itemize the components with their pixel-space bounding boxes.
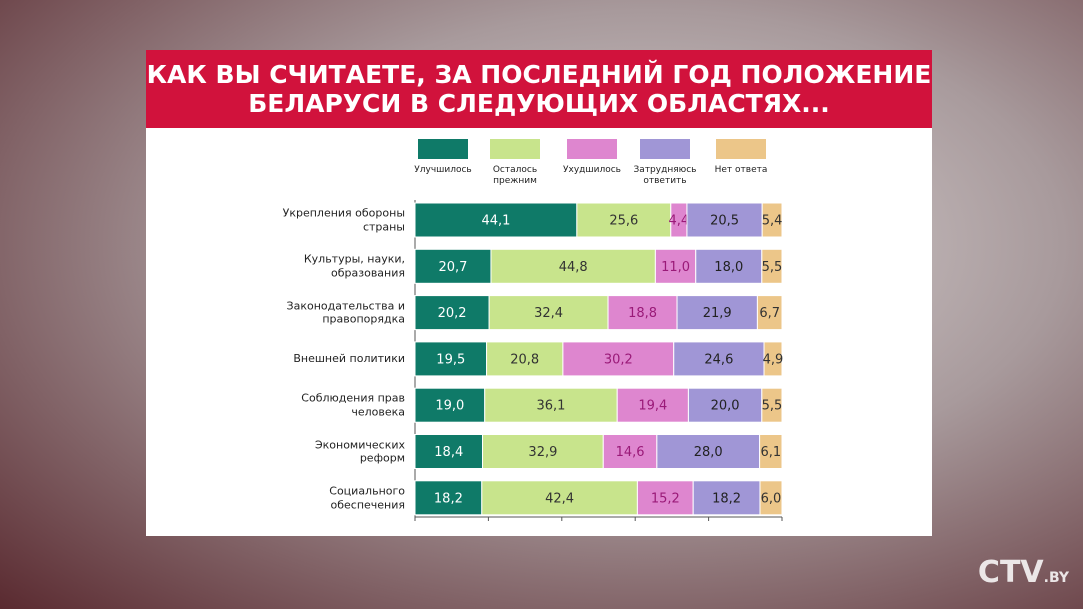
value-label: 18,2 [712, 491, 741, 506]
value-label: 44,8 [559, 260, 588, 275]
value-label: 14,6 [616, 445, 645, 460]
value-label: 11,0 [661, 260, 690, 275]
value-label: 42,4 [545, 491, 574, 506]
bar-segment [486, 341, 564, 377]
value-label: 20,8 [510, 352, 539, 367]
value-label: 6,7 [759, 306, 780, 321]
value-label: 5,5 [762, 260, 783, 275]
value-label: 32,4 [534, 306, 563, 321]
value-label: 24,6 [704, 352, 733, 367]
bar-segment [676, 295, 758, 331]
value-label: 19,4 [638, 399, 667, 414]
bar-segment [562, 341, 675, 377]
legend-swatch [640, 139, 690, 159]
bar-segment [414, 202, 578, 238]
legend-label: Осталось прежним [492, 165, 538, 187]
legend-label: Улучшилось [414, 165, 472, 175]
bar-segment [576, 202, 672, 238]
value-label: 20,2 [438, 306, 467, 321]
category-label: Законодательства и правопорядка [286, 298, 405, 326]
value-label: 25,6 [609, 214, 638, 229]
value-label: 18,0 [714, 260, 743, 275]
legend-swatch [418, 139, 468, 159]
bar-segment [414, 480, 483, 516]
bar-segment [761, 248, 783, 284]
legend-label: Затрудняюсь ответить [633, 165, 697, 187]
legend-swatch [567, 139, 617, 159]
bar-segment [602, 434, 658, 469]
value-label: 5,5 [762, 399, 783, 414]
legend-label: Нет ответа [714, 165, 768, 175]
bar-segment [686, 202, 763, 238]
bar-segment [414, 248, 492, 284]
category-label: Укрепления обороны страны [282, 206, 405, 233]
value-label: 21,9 [703, 306, 732, 321]
value-label: 20,5 [710, 214, 739, 229]
category-label: Социального обеспечения [329, 484, 405, 511]
value-label: 20,7 [439, 260, 468, 275]
category-label: Внешней политики [293, 352, 405, 366]
bar-segment [636, 480, 694, 516]
bar-segment [763, 341, 783, 377]
category-label: Соблюдения прав человека [301, 391, 405, 419]
value-label: 28,0 [694, 445, 723, 460]
value-label: 5,4 [762, 214, 783, 229]
bar-segment [414, 295, 490, 331]
value-label: 6,0 [761, 491, 782, 506]
value-label: 4,9 [763, 352, 784, 367]
bar-segment [656, 434, 761, 469]
value-label: 20,0 [711, 399, 740, 414]
bar-segment [761, 387, 783, 423]
bar-segment [759, 434, 783, 469]
title-band [146, 50, 932, 128]
category-label: Культуры, науки, образования [303, 252, 405, 280]
bar-segment [482, 434, 604, 469]
value-label: 18,4 [434, 445, 463, 460]
bar-segment [607, 295, 678, 331]
value-label: 4,4 [669, 214, 690, 229]
value-label: 18,2 [434, 491, 463, 506]
bar-segment [484, 387, 618, 423]
legend-swatch [716, 139, 766, 159]
value-label: 15,2 [651, 491, 680, 506]
value-label: 19,0 [435, 399, 464, 414]
value-label: 6,1 [760, 445, 781, 460]
value-label: 32,9 [528, 445, 557, 460]
value-label: 44,1 [481, 214, 510, 229]
logo-main: CTV [977, 554, 1044, 590]
legend-swatch [490, 139, 540, 159]
bar-segment [692, 480, 761, 516]
bar-segment [761, 202, 783, 238]
bar-segment [673, 341, 765, 377]
logo-sub: .BY [1043, 569, 1069, 586]
bar-segment [756, 295, 783, 331]
value-label: 18,8 [628, 306, 657, 321]
logo: CTV.BY [978, 554, 1069, 592]
bar-segment [654, 248, 697, 284]
bar-segment [490, 248, 656, 284]
bar-segment [488, 295, 609, 331]
chart-title: КАК ВЫ СЧИТАЕТЕ, ЗА ПОСЛЕДНИЙ ГОД ПОЛОЖЕ… [146, 59, 932, 119]
value-label: 36,1 [536, 399, 565, 414]
bar-segment [481, 480, 638, 516]
bar-segment [759, 480, 783, 516]
value-label: 19,5 [436, 352, 465, 367]
legend-label: Ухудшилось [563, 165, 621, 175]
category-label: Экономических реформ [314, 437, 405, 465]
value-label: 30,2 [604, 352, 633, 367]
